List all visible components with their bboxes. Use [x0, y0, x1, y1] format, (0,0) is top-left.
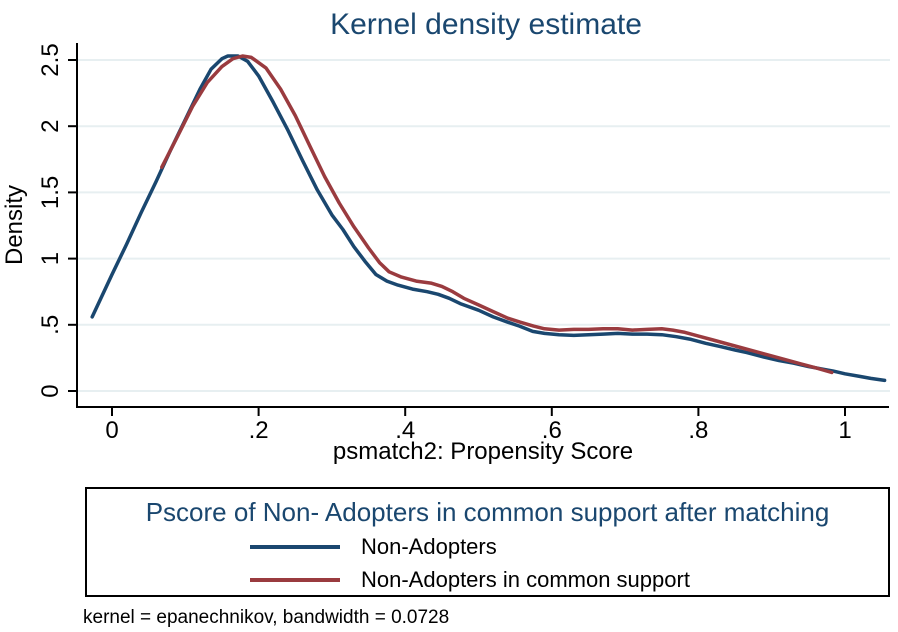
x-tick-label: .4 [395, 417, 415, 444]
legend-entry-label: Non-Adopters in common support [361, 567, 690, 592]
navy-line-swatch [250, 545, 340, 549]
gridlines-layer [78, 59, 890, 392]
x-tick-label: .8 [688, 417, 708, 444]
axes-layer: 0 .5 1 1.5 2 2.5 0 .2 .4 .6 .8 1 [37, 43, 889, 444]
chart-canvas: Kernel density estimate 0 .5 1 1.5 2 2.5 0 .2 .4… [1, 8, 890, 465]
density-curve-non-adopters [90, 54, 887, 383]
legend-entry-non-adopters: Non-Adopters [250, 534, 497, 560]
y-axis-label: Density [1, 185, 28, 265]
y-tick-label: 2.5 [37, 43, 64, 76]
density-curve-common-support [160, 54, 834, 375]
y-tick-label: 1.5 [37, 176, 64, 209]
x-tick-label: .2 [249, 417, 269, 444]
x-tick-label: 1 [838, 417, 851, 444]
x-tick-label: .6 [542, 417, 562, 444]
y-tick-label: 1 [37, 252, 64, 265]
x-tick-label: 0 [105, 417, 118, 444]
maroon-line-swatch [250, 578, 340, 582]
legend-title: Pscore of Non- Adopters in common suppor… [145, 497, 830, 527]
series-layer [90, 54, 887, 383]
legend-entry-common-support: Non-Adopters in common support [250, 567, 690, 593]
y-tick-label: 2 [37, 120, 64, 133]
y-tick-label: .5 [37, 315, 64, 335]
legend-box: Pscore of Non- Adopters in common suppor… [85, 487, 890, 597]
legend-entry-label: Non-Adopters [361, 534, 497, 559]
y-tick-label: 0 [37, 384, 64, 397]
chart-title: Kernel density estimate [330, 8, 642, 41]
kernel-bandwidth-note: kernel = epanechnikov, bandwidth = 0.072… [83, 607, 450, 628]
x-axis-label: psmatch2: Propensity Score [333, 438, 633, 465]
